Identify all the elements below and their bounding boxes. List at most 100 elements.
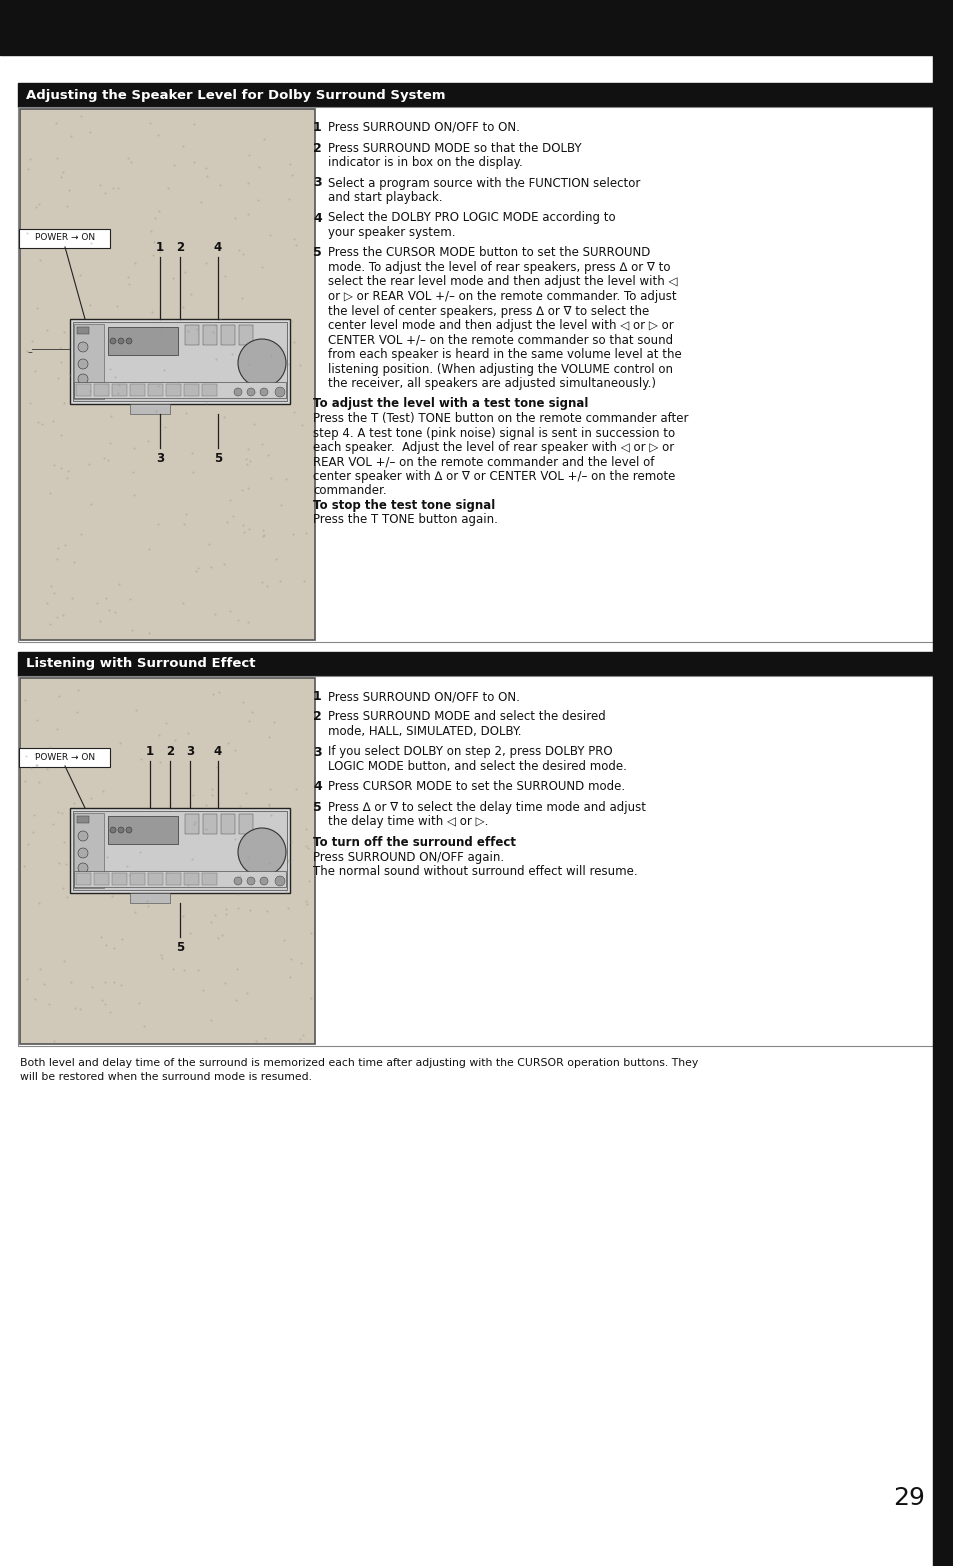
- Text: 1: 1: [155, 241, 164, 254]
- Bar: [148, 384, 163, 396]
- Text: Press SURROUND ON/OFF to ON.: Press SURROUND ON/OFF to ON.: [328, 691, 519, 703]
- Bar: [108, 816, 178, 844]
- Bar: [20, 110, 314, 640]
- Circle shape: [233, 388, 242, 396]
- Text: 4: 4: [313, 211, 321, 224]
- Text: Adjusting the Speaker Level for Dolby Surround System: Adjusting the Speaker Level for Dolby Su…: [26, 89, 445, 102]
- Text: 3: 3: [186, 745, 193, 758]
- Text: POWER → ON: POWER → ON: [35, 233, 95, 243]
- Text: The normal sound without surround effect will resume.: The normal sound without surround effect…: [313, 864, 637, 879]
- Text: Press SURROUND ON/OFF again.: Press SURROUND ON/OFF again.: [313, 850, 503, 863]
- Bar: [18, 651, 932, 677]
- Circle shape: [110, 827, 116, 833]
- Text: listening position. (When adjusting the VOLUME control on: listening position. (When adjusting the …: [328, 362, 672, 376]
- Bar: [74, 324, 104, 399]
- Bar: [73, 323, 287, 401]
- Text: the level of center speakers, press ∆ or ∇ to select the: the level of center speakers, press ∆ or…: [328, 304, 649, 318]
- Bar: [184, 872, 199, 885]
- Bar: [239, 326, 253, 345]
- Text: 5: 5: [213, 453, 222, 465]
- Circle shape: [260, 877, 268, 885]
- Bar: [74, 871, 286, 886]
- Bar: [202, 872, 216, 885]
- Bar: [18, 83, 950, 106]
- Circle shape: [237, 828, 286, 875]
- Text: 5: 5: [175, 941, 184, 954]
- Text: Press SURROUND ON/OFF to ON.: Press SURROUND ON/OFF to ON.: [328, 121, 519, 135]
- Text: the delay time with ◁ or ▷.: the delay time with ◁ or ▷.: [328, 816, 488, 828]
- Text: 3: 3: [313, 745, 321, 758]
- Bar: [130, 893, 170, 904]
- Bar: [70, 808, 290, 893]
- Bar: [94, 384, 109, 396]
- Bar: [73, 811, 287, 889]
- Circle shape: [78, 359, 88, 370]
- Text: 2: 2: [313, 141, 321, 155]
- Bar: [76, 872, 91, 885]
- Circle shape: [78, 832, 88, 841]
- Text: each speaker.  Adjust the level of rear speaker with ◁ or ▷ or: each speaker. Adjust the level of rear s…: [313, 442, 674, 454]
- Circle shape: [78, 374, 88, 384]
- Text: Select the DOLBY PRO LOGIC MODE according to: Select the DOLBY PRO LOGIC MODE accordin…: [328, 211, 615, 224]
- Bar: [221, 326, 234, 345]
- Text: 2: 2: [166, 745, 173, 758]
- Text: Select a program source with the FUNCTION selector: Select a program source with the FUNCTIO…: [328, 177, 639, 189]
- Text: –: –: [28, 348, 32, 357]
- Text: indicator is in box on the display.: indicator is in box on the display.: [328, 157, 522, 169]
- Text: If you select DOLBY on step 2, press DOLBY PRO: If you select DOLBY on step 2, press DOL…: [328, 745, 612, 758]
- Bar: [185, 814, 199, 835]
- Text: POWER → ON: POWER → ON: [35, 753, 95, 761]
- Text: Press SURROUND MODE and select the desired: Press SURROUND MODE and select the desir…: [328, 711, 605, 723]
- Bar: [166, 872, 181, 885]
- Bar: [932, 0, 953, 1566]
- Text: 2: 2: [313, 711, 321, 723]
- Circle shape: [274, 875, 285, 886]
- Bar: [221, 814, 234, 835]
- Text: CENTER VOL +/– on the remote commander so that sound: CENTER VOL +/– on the remote commander s…: [328, 334, 673, 346]
- Bar: [77, 327, 89, 334]
- Text: mode, HALL, SIMULATED, DOLBY.: mode, HALL, SIMULATED, DOLBY.: [328, 725, 521, 738]
- Text: 3: 3: [155, 453, 164, 465]
- Circle shape: [126, 827, 132, 833]
- Text: To stop the test tone signal: To stop the test tone signal: [313, 500, 495, 512]
- Text: and start playback.: and start playback.: [328, 191, 442, 204]
- Bar: [94, 872, 109, 885]
- Text: 1: 1: [146, 745, 153, 758]
- FancyBboxPatch shape: [19, 747, 111, 766]
- Text: Press the T TONE button again.: Press the T TONE button again.: [313, 514, 497, 526]
- Bar: [0, 0, 953, 55]
- Bar: [18, 106, 932, 642]
- Bar: [203, 814, 216, 835]
- Text: the receiver, all speakers are adjusted simultaneously.): the receiver, all speakers are adjusted …: [328, 377, 656, 390]
- Text: your speaker system.: your speaker system.: [328, 226, 455, 240]
- Text: 2: 2: [175, 241, 184, 254]
- Text: 4: 4: [213, 745, 222, 758]
- Bar: [130, 404, 170, 413]
- Text: 5: 5: [313, 800, 321, 814]
- Text: center level mode and then adjust the level with ◁ or ▷ or: center level mode and then adjust the le…: [328, 319, 673, 332]
- Circle shape: [260, 388, 268, 396]
- Text: LOGIC MODE button, and select the desired mode.: LOGIC MODE button, and select the desire…: [328, 760, 626, 774]
- Circle shape: [118, 338, 124, 345]
- Text: Press the T (Test) TONE button on the remote commander after: Press the T (Test) TONE button on the re…: [313, 412, 688, 424]
- Text: Press the CURSOR MODE button to set the SURROUND: Press the CURSOR MODE button to set the …: [328, 246, 650, 260]
- Text: 4: 4: [313, 780, 321, 794]
- Bar: [185, 326, 199, 345]
- Text: step 4. A test tone (pink noise) signal is sent in succession to: step 4. A test tone (pink noise) signal …: [313, 426, 675, 440]
- Circle shape: [126, 338, 132, 345]
- Text: 3: 3: [313, 177, 321, 189]
- Text: commander.: commander.: [313, 484, 386, 498]
- Text: Both level and delay time of the surround is memorized each time after adjusting: Both level and delay time of the surroun…: [20, 1059, 698, 1068]
- Bar: [130, 872, 145, 885]
- Text: Listening with Surround Effect: Listening with Surround Effect: [26, 658, 255, 670]
- Circle shape: [237, 338, 286, 387]
- Bar: [108, 327, 178, 355]
- Text: 1: 1: [313, 121, 321, 135]
- Bar: [18, 677, 932, 1046]
- Text: center speaker with ∆ or ∇ or CENTER VOL +/– on the remote: center speaker with ∆ or ∇ or CENTER VOL…: [313, 470, 675, 482]
- Bar: [184, 384, 199, 396]
- Bar: [202, 384, 216, 396]
- Text: 29: 29: [892, 1486, 924, 1510]
- Text: Press SURROUND MODE so that the DOLBY: Press SURROUND MODE so that the DOLBY: [328, 141, 581, 155]
- Text: mode. To adjust the level of rear speakers, press ∆ or ∇ to: mode. To adjust the level of rear speake…: [328, 262, 670, 274]
